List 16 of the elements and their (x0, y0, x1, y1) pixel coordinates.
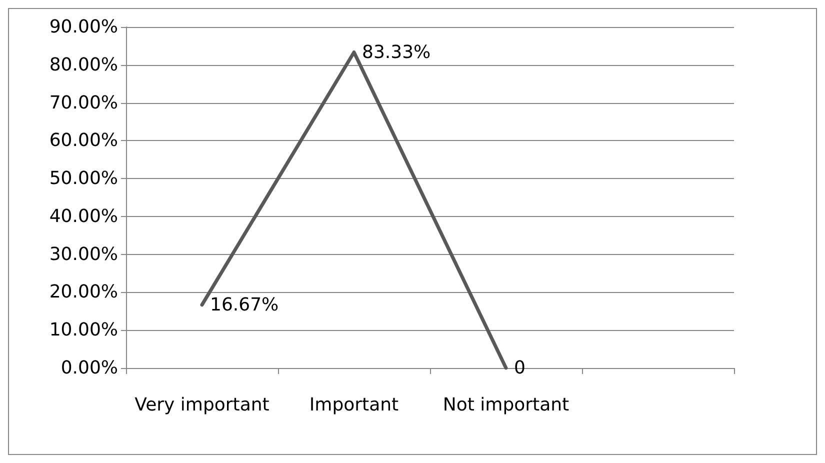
x-tick-label: Very important (134, 394, 270, 416)
y-tick-label: 0.00% (60, 358, 118, 378)
x-tick-label: Important (309, 394, 399, 416)
y-tick-label: 70.00% (49, 92, 118, 114)
data-label: 16.67% (210, 294, 279, 316)
y-tick-label: 90.00% (49, 16, 118, 38)
y-tick-label: 10.00% (49, 320, 118, 341)
y-tick-label: 60.00% (49, 130, 118, 152)
y-tick-label: 30.00% (49, 244, 118, 265)
y-tick-label: 20.00% (49, 282, 118, 303)
y-tick-label: 50.00% (49, 168, 118, 190)
data-label: 0 (514, 358, 526, 378)
y-tick-label: 40.00% (49, 206, 118, 227)
data-label: 83.33% (362, 42, 431, 63)
x-tick-label: Not important (442, 394, 570, 416)
y-tick-label: 80.00% (49, 54, 118, 76)
